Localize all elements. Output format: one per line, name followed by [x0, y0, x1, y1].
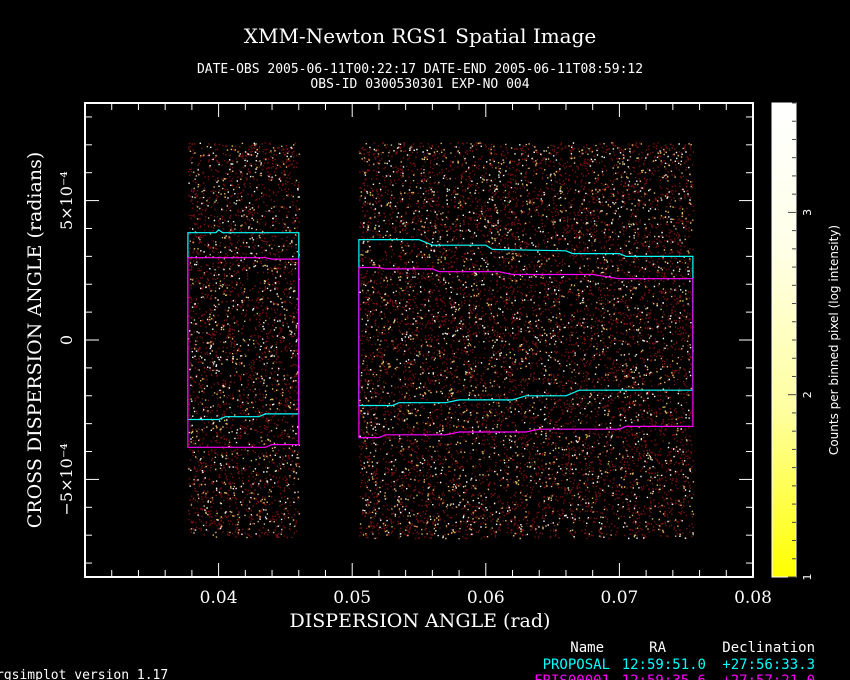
- source-name: FRIS00001: [534, 673, 610, 680]
- source-ra: 12:59:51.0: [622, 657, 706, 673]
- region-outline-proposal-0: [187, 229, 300, 421]
- chart-title: XMM-Newton RGS1 Spatial Image: [244, 24, 597, 48]
- source-table: PROPOSAL 12:59:51.0 +27:56:33.3 FRIS00001 12…: [534, 657, 815, 680]
- program-version: rgsimplot version 1.17: [0, 668, 168, 680]
- colorbar-ticks: 1 2 3: [788, 102, 814, 581]
- y-axis-label: CROSS DISPERSION ANGLE (radians): [24, 152, 46, 528]
- source-table-dec-header: Declination: [722, 640, 815, 656]
- y-tick-label: −5×10⁻⁴: [57, 443, 76, 515]
- region-outline-fris00001-0: [187, 257, 300, 448]
- observation-ids: OBS-ID 0300530301 EXP-NO 004: [310, 77, 529, 92]
- source-table-name-header: Name: [570, 640, 604, 656]
- colorbar-label: Counts per binned pixel (log intensity): [827, 225, 841, 455]
- event-pixels-1: [188, 142, 301, 539]
- source-dec: +27:57:21.0: [722, 673, 815, 680]
- y-axis-ticks: 5×10⁻⁴ 0 −5×10⁻⁴: [57, 116, 753, 564]
- y-tick-label: 0: [57, 335, 76, 345]
- x-axis-label: DISPERSION ANGLE (rad): [290, 610, 551, 632]
- x-tick-label: 0.08: [734, 588, 772, 608]
- x-axis-ticks: 0.04 0.05 0.06 0.07 0.08: [84, 103, 772, 608]
- x-tick-label: 0.07: [600, 588, 638, 608]
- event-counts-layer: [187, 142, 695, 540]
- extraction-regions: [187, 229, 694, 448]
- source-table-ra-header: RA: [649, 640, 666, 656]
- y-tick-label: 5×10⁻⁴: [57, 171, 76, 230]
- colorbar-tick-label: 3: [801, 209, 814, 216]
- source-ra: 12:59:35.6: [622, 673, 706, 680]
- x-tick-label: 0.04: [200, 588, 238, 608]
- region-outline-fris00001-1: [358, 266, 694, 439]
- source-dec: +27:56:33.3: [722, 657, 815, 673]
- x-tick-label: 0.05: [333, 588, 371, 608]
- source-name: PROPOSAL: [543, 657, 610, 673]
- colorbar-tick-label: 1: [801, 574, 814, 581]
- colorbar-tick-label: 2: [801, 391, 814, 398]
- x-tick-label: 0.06: [467, 588, 505, 608]
- event-pixels-3: [358, 142, 695, 540]
- observation-dates: DATE-OBS 2005-06-11T00:22:17 DATE-END 20…: [197, 62, 643, 77]
